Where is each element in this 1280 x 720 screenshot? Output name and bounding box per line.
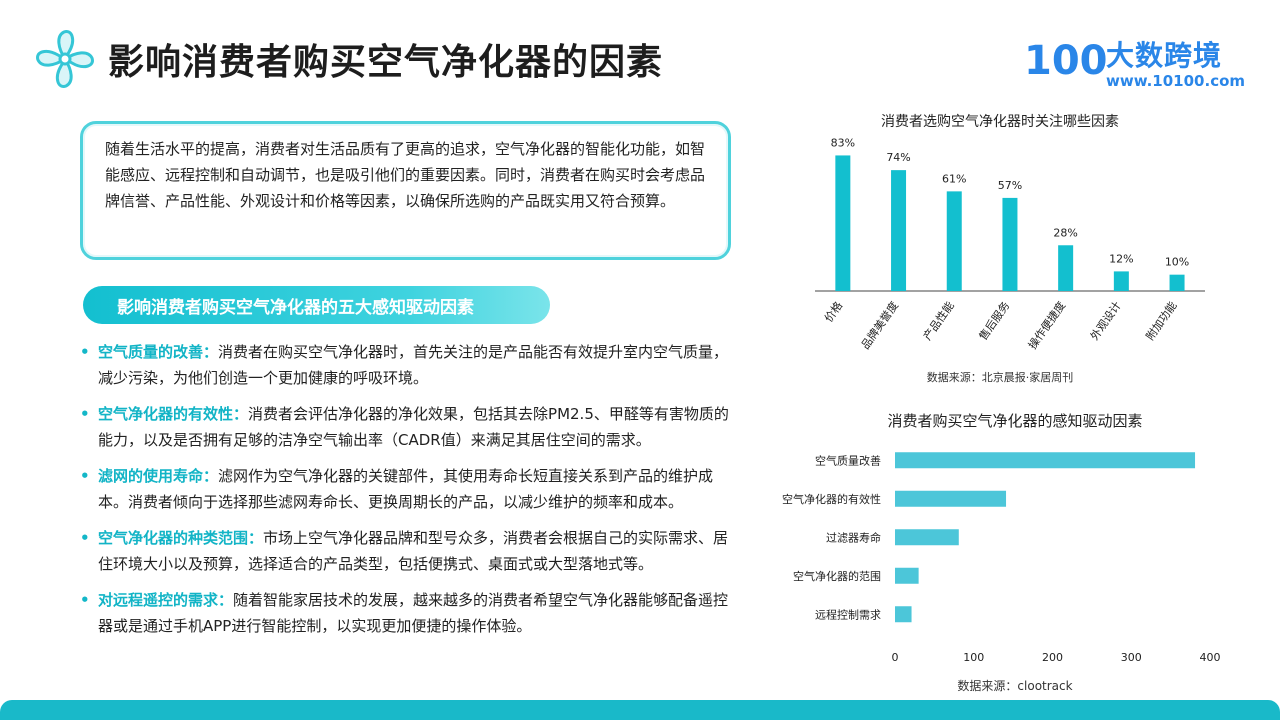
x-tick-label: 400 — [1200, 651, 1221, 664]
category-label: 售后服务 — [976, 299, 1013, 343]
x-tick-label: 300 — [1121, 651, 1142, 664]
factor-title: 空气净化器的有效性： — [98, 405, 249, 423]
factor-title: 滤网的使用寿命： — [98, 467, 219, 485]
chart-title: 消费者选购空气净化器时关注哪些因素 — [881, 114, 1119, 130]
bullet-icon: • — [80, 529, 90, 547]
data-label: 61% — [942, 172, 966, 185]
section-heading: 影响消费者购买空气净化器的五大感知驱动因素 — [83, 286, 550, 324]
category-label: 空气质量改善 — [815, 453, 881, 467]
data-label: 28% — [1053, 226, 1077, 239]
bar — [1058, 245, 1074, 291]
data-label: 57% — [998, 179, 1022, 192]
bullet-icon: • — [80, 591, 90, 609]
section-heading-label: 影响消费者购买空气净化器的五大感知驱动因素 — [117, 297, 474, 318]
logo-mark-icon: 1000 — [1024, 38, 1108, 84]
bar — [1113, 271, 1129, 291]
bar — [835, 155, 851, 291]
factor-title: 空气净化器的种类范围： — [98, 529, 264, 547]
chart-title: 消费者购买空气净化器的感知驱动因素 — [887, 412, 1142, 430]
factor-text: 消费者在购买空气净化器时，首先关注的是产品能否有效提升室内空气质量，减少污染，为… — [98, 343, 729, 387]
chart-source: 数据来源：clootrack — [957, 678, 1072, 693]
factor-text: 市场上空气净化器品牌和型号众多，消费者会根据自己的实际需求、居住环境大小以及预算… — [98, 529, 729, 573]
logo-name: 大数跨境 — [1106, 39, 1223, 72]
bullet-icon: • — [80, 343, 90, 361]
bottom-bar — [0, 700, 1280, 720]
data-label: 83% — [831, 136, 855, 149]
data-label: 12% — [1109, 252, 1133, 265]
factor-item: • 空气净化器的有效性：消费者会评估净化器的净化效果，包括其去除PM2.5、甲醛… — [78, 401, 733, 453]
category-label: 操作便捷度 — [1025, 299, 1068, 352]
title-row: 影响消费者购买空气净化器的因素 — [34, 28, 663, 90]
factor-text: 消费者会评估净化器的净化效果，包括其去除PM2.5、甲醛等有害物质的能力，以及是… — [98, 405, 729, 449]
bar — [946, 191, 962, 291]
bar — [895, 529, 959, 546]
bar — [895, 490, 1007, 507]
logo-mark-text: 1000 — [1024, 38, 1108, 84]
drivers-chart: 消费者购买空气净化器的感知驱动因素 空气质量改善空气净化器的有效性过滤器寿命空气… — [782, 412, 1221, 693]
factor-item: • 空气质量的改善：消费者在购买空气净化器时，首先关注的是产品能否有效提升室内空… — [78, 339, 733, 391]
intro-text: 随着生活水平的提高，消费者对生活品质有了更高的追求，空气净化器的智能化功能，如智… — [105, 140, 706, 210]
factor-list: • 空气质量的改善：消费者在购买空气净化器时，首先关注的是产品能否有效提升室内空… — [78, 339, 733, 649]
factor-item: • 空气净化器的种类范围：市场上空气净化器品牌和型号众多，消费者会根据自己的实际… — [78, 525, 733, 577]
bullet-icon: • — [80, 467, 90, 485]
factor-text: 随着智能家居技术的发展，越来越多的消费者希望空气净化器能够配备遥控器或是通过手机… — [98, 591, 729, 635]
category-label: 过滤器寿命 — [826, 530, 881, 544]
data-label: 10% — [1165, 256, 1189, 269]
chart-source: 数据来源：北京晨报·家居周刊 — [927, 370, 1074, 384]
category-label: 远程控制需求 — [815, 607, 881, 621]
bar — [895, 567, 919, 584]
bullet-icon: • — [80, 405, 90, 423]
factor-item: • 滤网的使用寿命：滤网作为空气净化器的关键部件，其使用寿命长短直接关系到产品的… — [78, 463, 733, 515]
category-label: 品牌美誉度 — [858, 299, 901, 352]
brand-logo: 1000 大数跨境 www.10100.com — [1022, 34, 1252, 94]
category-label: 空气净化器的范围 — [793, 569, 881, 583]
factor-title: 空气质量的改善： — [98, 343, 219, 361]
bar — [1169, 274, 1185, 291]
category-label: 附加功能 — [1143, 299, 1180, 343]
bar — [895, 606, 912, 623]
bar — [891, 170, 907, 291]
category-label: 空气净化器的有效性 — [782, 492, 881, 506]
category-label: 外观设计 — [1088, 299, 1124, 342]
bar — [895, 452, 1196, 469]
fan-icon — [36, 30, 94, 88]
attention-factors-chart: 消费者选购空气净化器时关注哪些因素 83% 价格 74% 品牌美誉度 61% 产品性能 57… — [815, 114, 1205, 384]
page-title: 影响消费者购买空气净化器的因素 — [108, 42, 664, 83]
factor-item: • 对远程遥控的需求：随着智能家居技术的发展，越来越多的消费者希望空气净化器能够… — [78, 587, 733, 639]
data-label: 74% — [886, 151, 910, 164]
x-tick-label: 100 — [963, 651, 984, 664]
factor-title: 对远程遥控的需求： — [98, 591, 234, 609]
x-tick-label: 200 — [1042, 651, 1063, 664]
bar — [1002, 197, 1018, 291]
factor-text: 滤网作为空气净化器的关键部件，其使用寿命长短直接关系到产品的维护成本。消费者倾向… — [98, 467, 714, 511]
category-label: 产品性能 — [920, 299, 957, 343]
logo-url: www.10100.com — [1106, 72, 1246, 90]
x-tick-label: 0 — [892, 651, 899, 664]
category-label: 价格 — [821, 299, 845, 325]
intro-box: 随着生活水平的提高，消费者对生活品质有了更高的追求，空气净化器的智能化功能，如智… — [80, 121, 731, 260]
